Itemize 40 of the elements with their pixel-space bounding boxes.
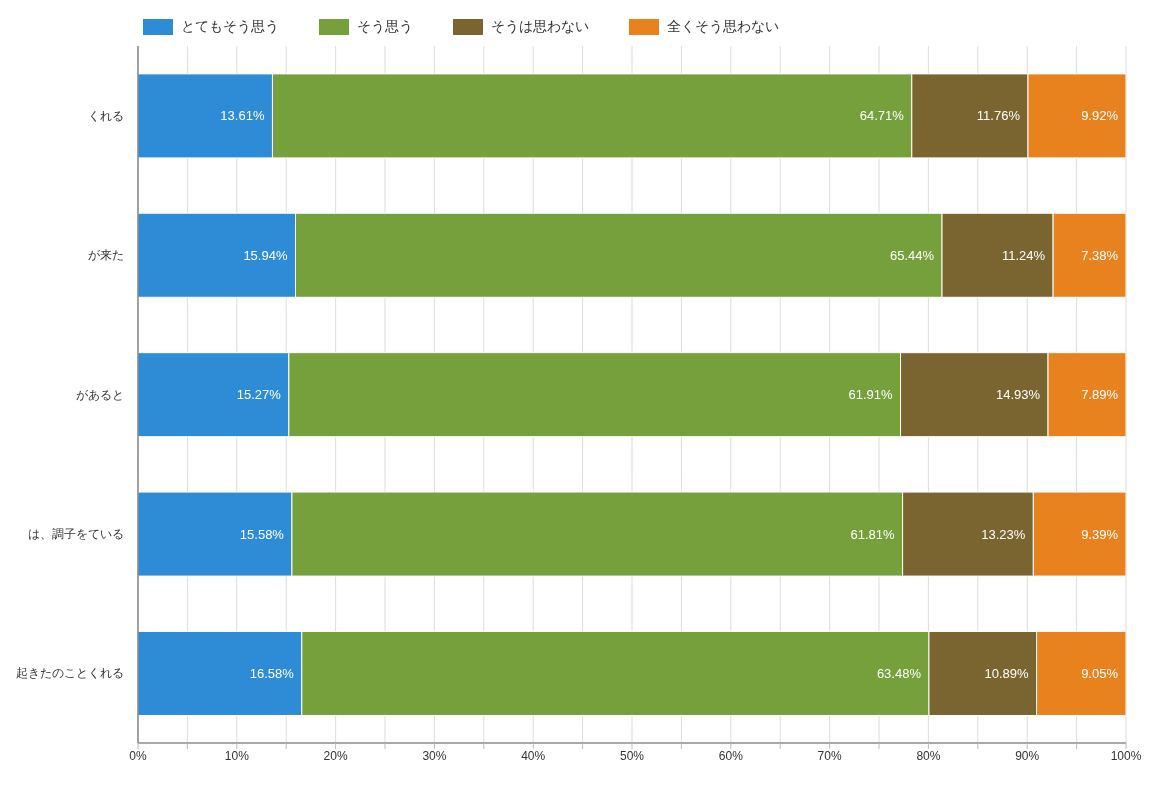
data-label: 7.38% bbox=[1081, 247, 1119, 263]
data-label: 13.61% bbox=[220, 108, 265, 124]
data-label: 11.76% bbox=[976, 108, 1021, 124]
data-label: 9.39% bbox=[1081, 526, 1119, 542]
data-label: 9.92% bbox=[1081, 108, 1119, 124]
legend-label: とてもそう思う bbox=[181, 18, 279, 36]
data-label: 16.58% bbox=[249, 665, 295, 681]
x-tick-label: 10% bbox=[224, 748, 250, 763]
data-label: 15.94% bbox=[243, 247, 288, 263]
data-label: 9.05% bbox=[1081, 665, 1119, 681]
x-tick-label: 40% bbox=[521, 748, 546, 763]
legend-label: 全くそう思わない bbox=[667, 18, 779, 36]
x-tick-label: 90% bbox=[1015, 748, 1040, 763]
data-label: 15.58% bbox=[239, 526, 285, 542]
x-tick-label: 30% bbox=[422, 748, 447, 763]
x-tick-label: 50% bbox=[619, 748, 645, 763]
x-tick-label: 60% bbox=[718, 748, 744, 763]
data-label: 13.23% bbox=[981, 526, 1026, 542]
y-tick-label: は、調子をている bbox=[28, 526, 124, 541]
y-tick-label: くれる bbox=[88, 108, 124, 123]
data-label: 65.44% bbox=[889, 247, 935, 263]
data-label: 15.27% bbox=[236, 387, 282, 403]
data-label: 11.24% bbox=[1001, 247, 1046, 263]
y-tick-label: があると bbox=[76, 387, 124, 402]
y-tick-label: 起きたのことくれる bbox=[16, 666, 124, 681]
legend-label: そうは思わない bbox=[491, 18, 589, 36]
legend-label: そう思う bbox=[357, 18, 413, 36]
data-label: 14.93% bbox=[995, 387, 1041, 403]
data-label: 64.71% bbox=[859, 108, 905, 124]
x-tick-label: 0% bbox=[129, 748, 147, 763]
x-tick-label: 100% bbox=[1110, 748, 1142, 763]
x-tick-label: 80% bbox=[916, 748, 941, 763]
data-label: 10.89% bbox=[984, 665, 1030, 681]
x-tick-label: 20% bbox=[323, 748, 348, 763]
data-label: 61.91% bbox=[848, 387, 893, 403]
data-label: 7.89% bbox=[1081, 387, 1119, 403]
y-tick-label: が来た bbox=[88, 248, 124, 263]
data-label: 63.48% bbox=[876, 665, 922, 681]
data-label: 61.81% bbox=[850, 526, 896, 542]
x-tick-label: 70% bbox=[817, 748, 842, 763]
